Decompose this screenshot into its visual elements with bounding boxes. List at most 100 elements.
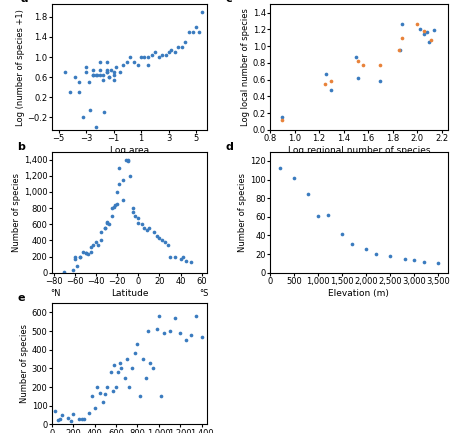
Point [51,408,59,415]
Point [305,191,312,198]
Point [117,69,124,76]
Point [78,415,86,422]
Point [103,219,110,226]
Point [90,71,97,78]
Point [107,66,114,73]
Point [82,69,90,76]
Point [105,221,112,228]
Point [187,331,194,338]
Point [188,259,195,266]
Point [90,66,97,73]
Point [109,387,117,394]
Point [395,46,402,53]
X-axis label: Log regional number of species: Log regional number of species [288,146,430,155]
Point [94,71,101,78]
Point [145,224,153,231]
Point [151,48,158,55]
Point [110,76,117,83]
Point [427,37,434,44]
Point [182,257,189,264]
Point [98,237,105,244]
Point [158,51,165,58]
Point [153,326,160,333]
Point [116,181,123,187]
Point [85,79,92,86]
Point [322,81,329,87]
Point [185,29,193,36]
Point [135,219,142,226]
Point [70,410,77,417]
Point [102,391,109,398]
Point [144,61,152,68]
Point [72,74,79,81]
Point [387,252,394,259]
Point [130,58,138,65]
Point [112,64,120,71]
Text: °N: °N [50,289,61,298]
Point [124,158,131,165]
Point [147,359,154,366]
Point [91,404,98,411]
Point [61,268,68,275]
Point [372,251,379,258]
Point [86,107,94,113]
Point [82,249,89,256]
Point [72,253,79,260]
Point [90,71,97,78]
Point [377,77,384,84]
Point [75,415,82,422]
Point [142,374,149,381]
Text: b: b [18,142,26,152]
Point [150,365,157,372]
Point [360,62,367,69]
Point [177,255,184,262]
Point [435,260,442,267]
Point [155,313,162,320]
Point [96,71,104,78]
Point [100,109,108,116]
Point [198,8,205,15]
Point [110,361,117,368]
Point [410,256,418,263]
Point [193,313,200,320]
Point [76,253,84,260]
Point [101,225,108,232]
Point [154,233,161,240]
Point [68,417,75,424]
Text: c: c [225,0,232,4]
Point [98,229,105,236]
Point [155,54,162,61]
Point [106,74,113,81]
Point [421,28,428,35]
Point [80,415,87,422]
Point [352,54,360,61]
Point [420,258,427,265]
Y-axis label: Number of species: Number of species [12,173,21,252]
Y-axis label: Log (number of species +1): Log (number of species +1) [16,9,25,126]
Point [144,54,152,61]
X-axis label: Elevation (m): Elevation (m) [328,289,389,298]
Point [179,253,186,260]
Point [119,176,126,183]
Point [122,156,129,163]
Point [416,25,423,32]
Point [82,249,89,256]
Point [421,30,428,37]
Point [143,226,150,233]
Point [175,44,182,51]
Point [179,44,186,51]
Point [121,374,128,381]
Point [103,58,110,65]
Point [108,205,116,212]
Point [189,29,197,36]
Point [139,355,146,362]
Point [363,246,370,253]
Point [76,79,83,86]
Point [59,411,66,418]
Point [94,242,102,249]
Point [140,54,148,61]
X-axis label: Log area: Log area [110,146,149,155]
Point [166,253,174,260]
Point [103,218,110,225]
Point [130,209,137,216]
